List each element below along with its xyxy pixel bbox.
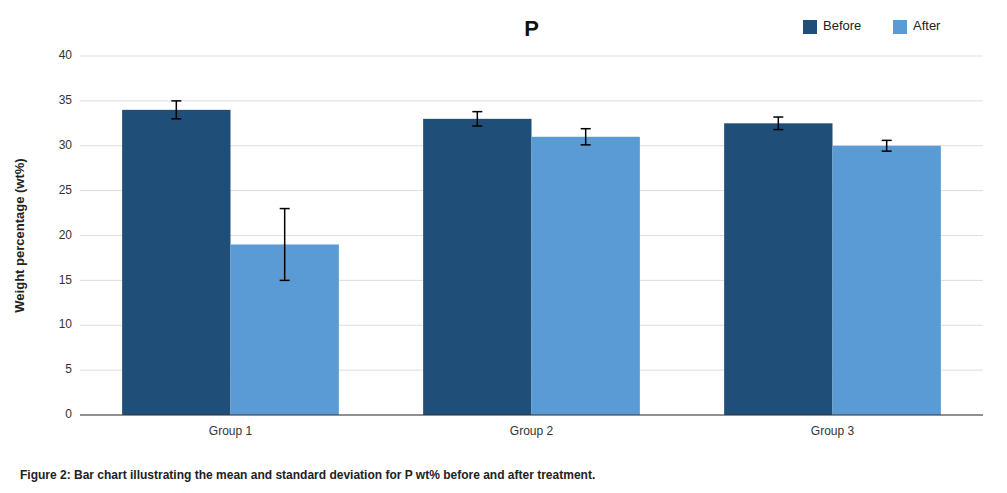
error-bar (472, 112, 482, 126)
legend-label: Before (823, 18, 861, 33)
legend-label: After (913, 18, 941, 33)
x-tick-label: Group 1 (209, 424, 253, 438)
error-cap (581, 128, 591, 130)
bar (724, 123, 832, 415)
error-cap (280, 208, 290, 210)
y-tick-label: 5 (65, 362, 72, 376)
chart-container: 0 5 10 15 20 25 30 35 40 Group 1 Group 2 Group 3 Wei… (0, 0, 1007, 493)
legend-swatch (893, 20, 907, 34)
error-stem (477, 112, 479, 126)
bar (423, 119, 531, 415)
chart-svg: 0 5 10 15 20 25 30 35 40 Group 1 Group 2 Group 3 Wei… (0, 0, 1007, 493)
error-bar (280, 209, 290, 281)
grid-line (80, 56, 983, 57)
legend: Before After (803, 18, 941, 34)
y-tick-label: 10 (59, 317, 73, 331)
error-cap (472, 111, 482, 113)
error-cap (581, 144, 591, 146)
error-bar (773, 117, 783, 130)
bar (532, 137, 640, 415)
error-stem (284, 209, 286, 281)
legend-swatch (803, 20, 817, 34)
annotation: P (524, 16, 539, 41)
y-tick-label: 20 (59, 228, 73, 242)
error-cap (472, 125, 482, 127)
error-cap (882, 150, 892, 152)
y-tick-label: 0 (65, 407, 72, 421)
error-stem (778, 117, 780, 130)
error-cap (773, 116, 783, 118)
error-bar (581, 129, 591, 145)
bars (122, 101, 941, 415)
grid (80, 56, 983, 415)
error-stem (585, 129, 587, 145)
bar (833, 146, 941, 415)
error-cap (171, 100, 181, 102)
error-cap (773, 129, 783, 131)
error-cap (280, 280, 290, 282)
error-cap (171, 118, 181, 120)
grid-line (80, 100, 983, 101)
bar (122, 110, 230, 415)
y-tick-label: 30 (59, 138, 73, 152)
y-tick-label: 15 (59, 273, 73, 287)
error-stem (176, 101, 178, 119)
y-tick-label: 40 (59, 48, 73, 62)
grid-line (80, 415, 983, 416)
x-tick-label: Group 3 (811, 424, 855, 438)
error-stem (886, 140, 888, 151)
x-axis-line (80, 415, 983, 416)
error-bar (171, 101, 181, 119)
error-bar (882, 140, 892, 151)
x-tick-label: Group 2 (510, 424, 554, 438)
y-tick-label: 25 (59, 183, 73, 197)
y-axis-label: Weight percentage (wt%) (12, 158, 27, 312)
error-cap (882, 140, 892, 142)
y-tick-label: 35 (59, 93, 73, 107)
caption: Figure 2: Bar chart illustrating the mea… (20, 468, 595, 482)
